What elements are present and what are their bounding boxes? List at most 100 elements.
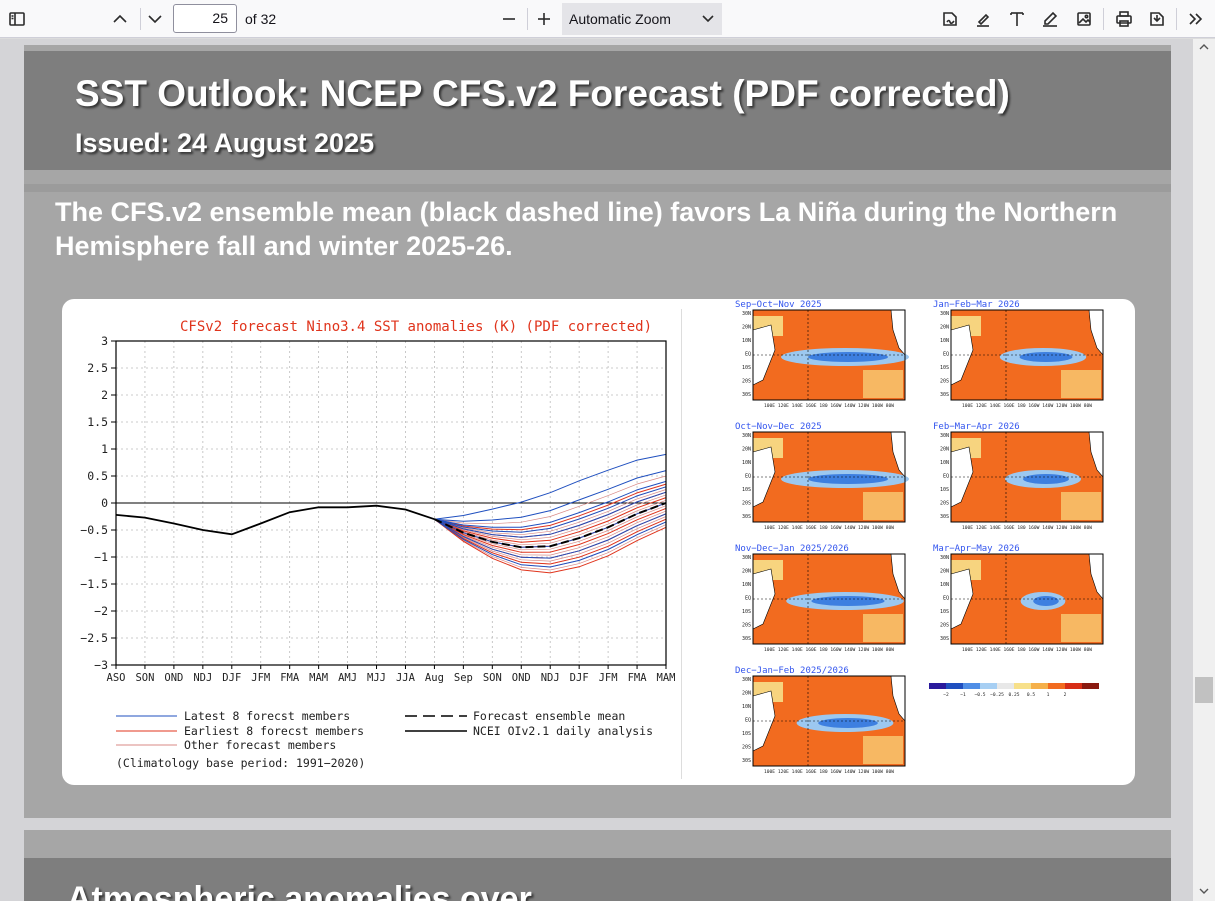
member-line-other (434, 510, 667, 556)
member-line-earliest (434, 507, 667, 553)
draw-icon[interactable] (1036, 5, 1064, 33)
chart-legend: Latest 8 forecst members Earliest 8 fore… (116, 709, 653, 770)
member-line-other (434, 516, 667, 562)
x-tick-label: JJA (396, 672, 416, 684)
map-frame (950, 553, 1104, 645)
map-lat-label: 30N (742, 555, 751, 561)
x-tick-label: JFM (251, 672, 270, 684)
y-tick-label: −2.5 (80, 631, 108, 645)
member-line-latest (434, 486, 667, 533)
x-tick-label: AMJ (338, 672, 357, 684)
sst-maps-grid: Sep−Oct−Nov 202530N20N10NEQ10S20S30S100E… (735, 300, 1104, 775)
scroll-up-icon[interactable] (1198, 41, 1210, 53)
x-tick-label: MAM (657, 672, 676, 684)
map-lat-label: 20N (742, 447, 751, 453)
x-tick-label: SON (135, 672, 154, 684)
map-lat-label: 10N (742, 582, 751, 588)
map-lon-labels: 100E 120E 140E 160E 180 160W 140W 120W 1… (962, 647, 1092, 653)
map-panel-title: Feb−Mar−Apr 2026 (933, 422, 1020, 432)
sidebar-toggle-icon[interactable] (3, 5, 31, 33)
highlight-icon[interactable] (969, 5, 997, 33)
map-lat-label: 10N (742, 338, 751, 344)
map-lat-label: 30S (940, 636, 949, 642)
legend-other: Other forecast members (184, 738, 336, 752)
map-lat-label: 30S (940, 514, 949, 520)
scroll-down-icon[interactable] (1198, 885, 1210, 897)
zoom-out-icon[interactable] (495, 5, 523, 33)
tools-icon[interactable] (1182, 5, 1210, 33)
y-axis: 3 2.5 2 1.5 1 0.5 0 −0.5 −1 −1.5 −2 −2.5 −3 (80, 334, 116, 672)
map-frame (950, 431, 1104, 523)
signature-icon[interactable] (936, 5, 964, 33)
map-lat-label: 10S (742, 487, 751, 493)
x-tick-label: SON (483, 672, 502, 684)
pdf-toolbar: 25 of 32 Automatic Zoom (0, 0, 1215, 38)
zoom-in-icon[interactable] (530, 5, 558, 33)
colorbar-swatch (1082, 683, 1099, 689)
toolbar-separator (140, 8, 141, 30)
map-lat-label: 20N (940, 447, 949, 453)
colorbar-label: 0.5 (1027, 692, 1036, 698)
x-tick-label: NDJ (193, 672, 212, 684)
map-lat-label: 20N (742, 691, 751, 697)
y-tick-label: −3 (94, 658, 108, 672)
map-lat-label: EQ (745, 718, 751, 724)
y-tick-label: −1 (94, 550, 108, 564)
sst-anomaly-maps: Sep−Oct−Nov 2025 30N 20N 10N EQ 10S 20S 30S 100E… (713, 299, 1133, 785)
vertical-scrollbar[interactable] (1193, 39, 1215, 901)
image-icon[interactable] (1070, 5, 1098, 33)
map-lat-label: 10S (742, 609, 751, 615)
map-lat-label: 20S (940, 379, 949, 385)
x-tick-label: OND (164, 672, 183, 684)
map-cool-core (1033, 596, 1059, 606)
colorbar-label: −0.5 (974, 692, 985, 698)
divider-band (24, 184, 1171, 192)
x-tick-label: Sep (454, 672, 473, 684)
map-lon-labels: 100E 120E 140E 160E 180 160W 140W 120W 1… (962, 525, 1092, 531)
slide-title: SST Outlook: NCEP CFS.v2 Forecast (PDF c… (75, 73, 1010, 114)
map-lat-label: 30S (742, 514, 751, 520)
member-line-earliest (434, 518, 667, 574)
text-icon[interactable] (1003, 5, 1031, 33)
map-lat-label: 10S (742, 365, 751, 371)
zoom-select[interactable]: Automatic Zoom (562, 3, 722, 35)
previous-page-icon[interactable] (106, 5, 134, 33)
map-lat-label: 20S (940, 501, 949, 507)
x-tick-label: NDJ (541, 672, 560, 684)
map-lat-label: EQ (943, 352, 949, 358)
map-lat-label: 20N (940, 569, 949, 575)
map-lat-label: 30N (940, 433, 949, 439)
save-icon[interactable] (1143, 5, 1171, 33)
member-line-other (434, 499, 667, 546)
map-frame (950, 309, 1104, 401)
print-icon[interactable] (1110, 5, 1138, 33)
map-cool-core (1023, 474, 1069, 484)
x-tick-label: FMA (280, 672, 300, 684)
legend-analysis: NCEI OIv2.1 daily analysis (473, 724, 653, 738)
map-cool-core (808, 352, 888, 362)
page-number-input[interactable]: 25 (173, 4, 237, 33)
next-page-icon[interactable] (141, 5, 169, 33)
toolbar-separator (1103, 8, 1104, 30)
colorbar-swatch (1065, 683, 1082, 689)
map-lat-label: 10N (742, 704, 751, 710)
legend-mean: Forecast ensemble mean (473, 709, 625, 723)
map-lon-labels: 100E 120E 140E 160E 180 160W 140W 120W 1… (764, 647, 894, 653)
map-cool-core (818, 718, 878, 728)
map-lon-labels: 100E 120E 140E 160E 180 160W 140W 120W 1… (764, 525, 894, 531)
member-line-earliest (434, 483, 667, 531)
document-viewer[interactable]: SST Outlook: NCEP CFS.v2 Forecast (PDF c… (0, 39, 1193, 901)
map-lon-labels: 100E 120E 140E 160E 180 160W 140W 120W 1… (764, 769, 894, 775)
map-frame (752, 309, 906, 401)
nino34-chart-panel: CFSv2 forecast Nino3.4 SST anomalies (K)… (70, 309, 682, 779)
map-panel-title: Nov−Dec−Jan 2025/2026 (735, 544, 849, 554)
map-lon-labels: 100E 120E 140E 160E 180 160W 140W 120W 1… (962, 403, 1092, 409)
map-lat-label: 10N (742, 460, 751, 466)
pdf-page-25: SST Outlook: NCEP CFS.v2 Forecast (PDF c… (24, 45, 1171, 818)
member-line-latest (434, 480, 667, 528)
map-weak-anomaly (1061, 492, 1101, 520)
map-lat-label: 10S (940, 365, 949, 371)
scrollbar-thumb[interactable] (1195, 677, 1213, 703)
toolbar-separator (1176, 8, 1177, 30)
